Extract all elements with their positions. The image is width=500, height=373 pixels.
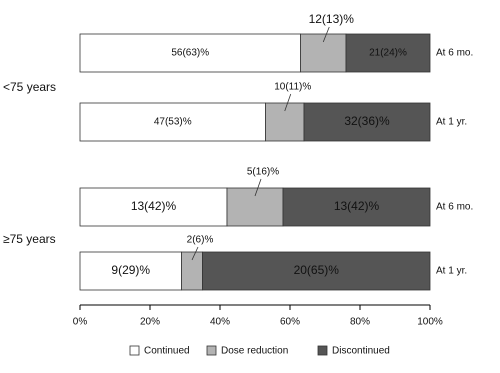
leader-line — [284, 93, 292, 112]
data-label: 10(11)% — [274, 82, 311, 93]
legend-swatch — [129, 345, 140, 356]
legend-label: Dose reduction — [221, 346, 288, 357]
x-tick-label: 100% — [417, 317, 443, 328]
bar-segment — [226, 187, 284, 227]
leader-line — [191, 246, 199, 261]
data-label: 20(65)% — [294, 263, 340, 277]
x-tick-label: 0% — [73, 317, 88, 328]
row-label: At 1 yr. — [436, 266, 467, 277]
data-label: 13(42)% — [334, 199, 380, 213]
data-label: 9(29)% — [111, 263, 150, 277]
data-label: 56(63)% — [171, 48, 209, 59]
bar-segment — [79, 187, 228, 227]
bar-segment — [79, 33, 301, 73]
bar-segment — [282, 187, 431, 227]
bar-segment — [303, 102, 431, 142]
bar-segment — [181, 251, 203, 291]
row-label: At 1 yr. — [436, 117, 467, 128]
x-tick-label: 40% — [210, 317, 230, 328]
data-label: 12(13)% — [309, 12, 355, 26]
row-label: At 6 mo. — [436, 48, 473, 59]
x-tick-label: 80% — [350, 317, 370, 328]
data-label: 47(53)% — [154, 117, 192, 128]
legend-swatch — [317, 345, 328, 356]
data-label: 32(36)% — [344, 114, 390, 128]
x-tick-label: 60% — [280, 317, 300, 328]
data-label: 5(16)% — [247, 167, 279, 178]
bar-segment — [265, 102, 305, 142]
group-label: <75 years — [3, 80, 56, 94]
data-label: 13(42)% — [131, 199, 177, 213]
bar-segment — [202, 251, 431, 291]
leader-line — [322, 26, 330, 43]
bar-segment — [300, 33, 347, 73]
legend-label: Continued — [144, 346, 190, 357]
bar-segment — [79, 251, 182, 291]
row-label: At 6 mo. — [436, 202, 473, 213]
data-label: 2(6)% — [187, 235, 214, 246]
data-label: 21(24)% — [369, 48, 407, 59]
legend-label: Discontinued — [332, 346, 390, 357]
x-tick-label: 20% — [140, 317, 160, 328]
legend-swatch — [206, 345, 217, 356]
leader-line — [254, 178, 262, 197]
group-label: ≥75 years — [3, 232, 56, 246]
bar-segment — [345, 33, 431, 73]
